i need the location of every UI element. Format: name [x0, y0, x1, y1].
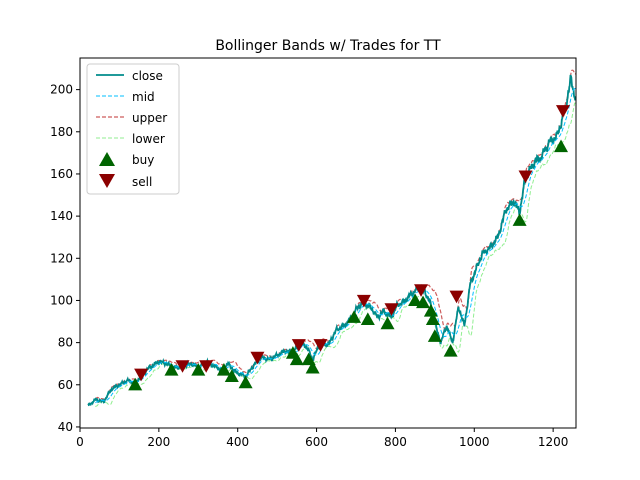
legend-sell-marker [99, 174, 115, 188]
y-tick-label: 180 [50, 125, 73, 139]
plot-frame [79, 57, 577, 429]
y-axis: 40 60 80 100 120 140 160 180 200 [50, 83, 80, 434]
y-tick-label: 140 [50, 209, 73, 223]
buy-marker [347, 310, 362, 323]
buy-marker [512, 213, 527, 226]
legend-lower-label: lower [132, 132, 165, 146]
y-tick-label: 160 [50, 167, 73, 181]
sell-marker [134, 368, 149, 382]
sell-marker [414, 284, 429, 297]
x-tick-label: 200 [147, 435, 170, 449]
buy-marker [191, 363, 206, 376]
buy-marker [238, 375, 253, 389]
y-tick-label: 200 [50, 83, 73, 97]
buy-marker [425, 312, 440, 326]
sell-marker [199, 360, 214, 373]
series-layer [87, 69, 576, 408]
x-axis: 0 200 400 600 800 1000 1200 [76, 428, 568, 449]
buy-marker [305, 360, 320, 374]
sell-marker [518, 170, 533, 184]
x-tick-label: 600 [305, 435, 328, 449]
x-tick-label: 400 [226, 435, 249, 449]
legend-sell-label: sell [132, 175, 152, 189]
series-lower-line [95, 102, 576, 408]
buy-marker [128, 377, 143, 391]
buy-marker [380, 316, 395, 330]
buy-marker [164, 363, 179, 376]
buy-marker [416, 295, 431, 309]
sell-marker [356, 294, 371, 308]
legend: close mid upper lower buy sell [86, 63, 180, 195]
x-tick-label: 0 [76, 435, 84, 449]
x-tick-label: 800 [384, 435, 407, 449]
buy-marker [427, 329, 442, 342]
trade-markers [128, 105, 570, 391]
series-close-line [87, 74, 576, 407]
y-tick-label: 40 [58, 420, 73, 434]
buy-marker [224, 369, 239, 382]
x-tick-label: 1000 [459, 435, 490, 449]
x-tick-label: 1200 [538, 435, 569, 449]
buy-marker [360, 312, 375, 326]
legend-mid-label: mid [132, 90, 155, 104]
sell-marker [313, 339, 328, 352]
sell-marker [384, 303, 399, 316]
legend-close-label: close [132, 69, 163, 83]
sell-marker [250, 351, 265, 365]
buy-marker [216, 363, 231, 376]
sell-marker [175, 360, 190, 373]
buy-marker [408, 293, 423, 307]
y-tick-label: 100 [50, 293, 73, 307]
y-tick-label: 120 [50, 251, 73, 265]
series-mid-line [95, 88, 576, 404]
y-tick-label: 60 [58, 378, 73, 392]
legend-buy-label: buy [132, 153, 154, 167]
buy-marker [554, 139, 569, 153]
buy-marker [289, 352, 304, 366]
legend-buy-marker [99, 152, 115, 166]
sell-marker [291, 339, 306, 352]
buy-marker [443, 344, 458, 357]
buy-marker [423, 303, 438, 317]
sell-marker [449, 290, 464, 304]
chart-title: Bollinger Bands w/ Trades for TT [215, 38, 441, 54]
legend-upper-label: upper [132, 111, 167, 125]
sell-marker [555, 105, 570, 118]
y-tick-label: 80 [58, 336, 73, 350]
